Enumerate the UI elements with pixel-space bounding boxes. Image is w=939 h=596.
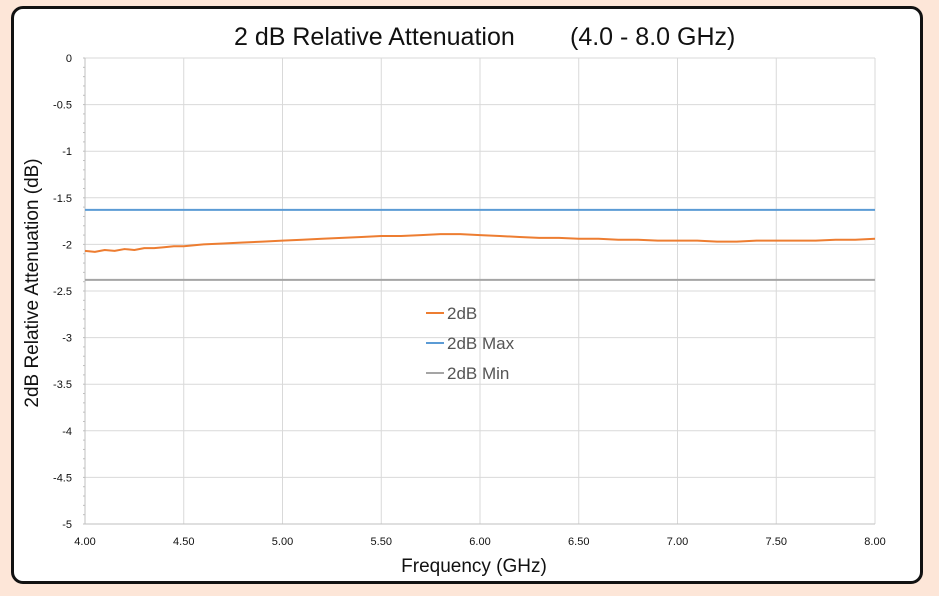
grid <box>83 57 876 525</box>
chart-title: 2 dB Relative Attenuation <box>234 23 515 51</box>
x-tick-label: 6.00 <box>469 536 490 548</box>
y-tick-label: -4 <box>62 426 72 438</box>
y-tick-label: -1 <box>62 146 72 158</box>
y-tick-label: 0 <box>66 53 72 65</box>
x-tick-label: 5.00 <box>272 536 293 548</box>
y-axis-title: 2dB Relative Attenuation (dB) <box>22 158 43 407</box>
x-tick-label: 5.50 <box>371 536 392 548</box>
x-tick-label: 7.50 <box>766 536 787 548</box>
chart-frame <box>11 6 923 584</box>
x-tick-label: 8.00 <box>864 536 885 548</box>
legend-label: 2dB <box>447 304 477 323</box>
chart-subtitle: (4.0 - 8.0 GHz) <box>570 23 735 51</box>
y-tick-label: -2.5 <box>53 286 72 298</box>
series-line-2db <box>84 233 876 253</box>
legend: 2dB 2dB Max 2dB Min <box>426 304 515 383</box>
x-tick-label: 6.50 <box>568 536 589 548</box>
legend-label: 2dB Max <box>447 334 515 353</box>
legend-label: 2dB Min <box>447 364 509 383</box>
x-tick-label: 4.00 <box>74 536 95 548</box>
y-tick-label: -2 <box>62 239 72 251</box>
y-tick-label: -3 <box>62 333 72 345</box>
y-tick-label: -5 <box>62 519 72 531</box>
y-tick-label: -4.5 <box>53 472 72 484</box>
x-tick-label: 4.50 <box>173 536 194 548</box>
y-tick-label: -1.5 <box>53 193 72 205</box>
tick-labels: 4.00 4.50 5.00 5.50 6.00 6.50 7.00 7.50 8.00 0 -0.… <box>53 53 886 548</box>
x-tick-label: 7.00 <box>667 536 688 548</box>
y-tick-label: -0.5 <box>53 100 72 112</box>
y-tick-label: -3.5 <box>53 379 72 391</box>
series-layer <box>84 208 876 281</box>
x-axis-title: Frequency (GHz) <box>401 556 547 577</box>
